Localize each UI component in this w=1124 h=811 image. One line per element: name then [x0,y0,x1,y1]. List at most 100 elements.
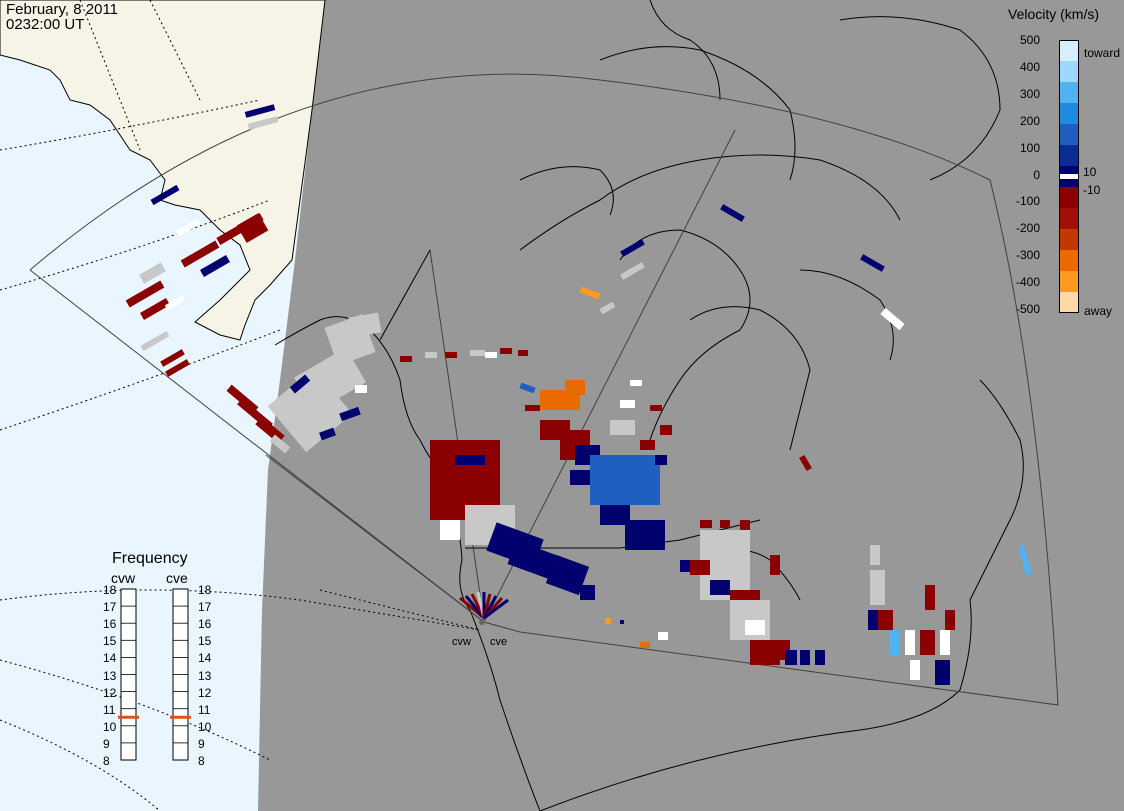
colorbar-tick-label: -200 [1015,221,1040,236]
scatter-cell [236,213,269,243]
colorbar-tick-label: -400 [1015,275,1040,290]
freq-scale-label: 16 [198,617,212,632]
coastlines [274,0,1024,811]
freq-scale-label: 16 [103,617,117,632]
scatter-cell [1018,544,1032,576]
scatter-cell [630,380,642,386]
scatter-cell [660,425,672,435]
colorbar-segment [1059,103,1079,125]
freq-scale-label: 9 [198,736,205,751]
scatter-cell [125,280,165,308]
scatter-cell [770,555,780,575]
scatter-cell [620,620,624,624]
day-land [0,0,326,341]
freq-scale-label: 11 [103,702,116,717]
site-label-cve: cve [490,636,508,648]
night-shade [258,0,1124,811]
scatter-cell [935,660,950,685]
scatter-cell [745,620,765,635]
scatter-cell [620,239,645,257]
scatter-cell [710,580,730,595]
scatter-cell [164,295,186,311]
scatter-cell [470,350,485,356]
radar-site-cvw [479,619,485,625]
colorbar-segment [1059,61,1079,83]
scatter-cell [625,520,665,550]
tick-neg10: -10 [1083,183,1101,197]
scatter-cell [455,455,485,465]
freq-scale-label: 13 [103,668,117,683]
scatter-cell [740,520,750,530]
freq-scale-label: 9 [103,736,110,751]
scatter-cell [440,520,460,540]
scatter-cell [655,455,667,465]
scatter-cell [720,520,730,528]
velocity-legend-title: Velocity (km/s) [1008,6,1100,22]
colorbar-tick-label: -500 [1015,302,1040,316]
scatter-cell [860,254,885,272]
scatter-cell [700,520,712,528]
scatter-cell [140,298,170,320]
freq-scale-label: 13 [198,668,212,683]
scatter-cell [570,470,590,485]
colorbar-segment [1059,124,1079,146]
scatter-cell [940,630,950,655]
frequency-bars [118,588,191,761]
date-label: February, 8 2011 [6,1,119,18]
borders [379,249,761,549]
scatter-cell [870,545,880,565]
scatter-cell [355,385,367,393]
colorbar-tick-label: -100 [1015,194,1040,209]
tick-pos10: 10 [1083,165,1097,179]
colorbar-zero-band [1059,174,1079,179]
scatter-cell [640,440,655,450]
scatter-cell [425,352,437,358]
scatter-beam [483,598,509,620]
scatter-cell [815,650,825,665]
scatter-cell [868,610,878,630]
colorbar-segment [1059,187,1079,209]
scatter-cell [140,330,170,352]
scatter-cell [680,560,690,572]
scatter-cell [165,359,190,377]
scatter-cell [289,374,311,394]
scatter-cell [545,554,590,596]
colorbar-tick-label: 400 [1019,59,1040,74]
scatter-cell [910,660,920,680]
colorbar-segment [1059,40,1079,62]
freq-radar-cvw: cvw [111,570,136,586]
colorbar-segment [1059,82,1079,104]
scatter-cell [690,560,710,575]
scatter-cell [200,255,230,277]
scatter-cell [244,104,276,118]
colorbar-tick-label: 500 [1019,33,1040,47]
colorbar-tick-label: 300 [1019,86,1040,101]
frequency-title: Frequency [112,550,188,567]
map-grid [0,0,481,811]
freq-scale-label: 12 [198,685,212,700]
freq-scale-label: 8 [103,754,110,768]
away-label: away [1084,304,1113,318]
scatter-cell [525,405,540,411]
freq-scale-label: 10 [198,719,212,734]
scatter-cell [925,585,935,610]
scatter-cell [799,455,812,471]
scatter-cell [319,427,336,441]
freq-scale-label: 8 [198,754,205,768]
freq-scale-label: 10 [103,719,117,734]
scatter-cell [519,382,536,394]
scatter-cell [180,240,220,268]
site-label-cvw: cvw [452,636,471,648]
scatter-cell [445,352,457,358]
scatter-cell [294,347,366,413]
scatter-cell [880,307,905,331]
scatter-cell [269,434,291,454]
toward-label: toward [1084,46,1121,60]
freq-scale-label: 18 [103,583,117,597]
colorbar-tick-label: 0 [1033,167,1040,182]
scatter-cell [605,618,611,624]
freq-scale-label: 14 [198,651,212,666]
freq-scale-label: 15 [103,634,117,649]
freq-scale-label: 14 [103,651,117,666]
scatter-cell [620,262,645,280]
